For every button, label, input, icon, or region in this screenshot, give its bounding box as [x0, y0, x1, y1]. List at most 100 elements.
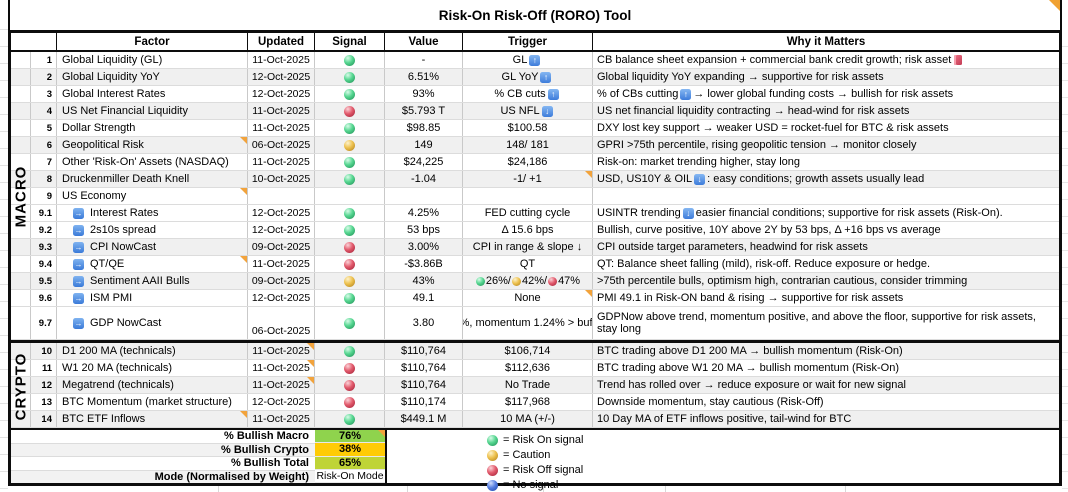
factor-cell[interactable]: Druckenmiller Death Knell — [57, 171, 248, 187]
why-cell[interactable]: Risk-on: market trending higher, stay lo… — [597, 156, 800, 168]
factor-cell[interactable]: US Economy — [57, 188, 248, 204]
signal-cell[interactable] — [315, 343, 385, 359]
value-cell[interactable]: 93% — [385, 86, 463, 102]
value-cell[interactable]: $110,174 — [385, 394, 463, 410]
factor-cell[interactable]: → Interest Rates — [57, 205, 248, 221]
summary-label-total[interactable]: % Bullish Total — [11, 457, 315, 471]
factor-cell[interactable]: Dollar Strength — [57, 120, 248, 136]
updated-cell[interactable]: 11-Oct-2025 — [248, 256, 315, 272]
updated-cell[interactable]: 11-Oct-2025 — [248, 343, 315, 359]
value-cell[interactable]: $98.85 — [385, 120, 463, 136]
header-corner-cell[interactable] — [11, 33, 57, 50]
updated-cell[interactable] — [248, 188, 315, 204]
header-why[interactable]: Why it Matters — [786, 35, 866, 48]
why-cell[interactable]: US net financial liquidity contracting →… — [597, 105, 910, 117]
trigger-cell[interactable]: % CB cuts ↑ — [463, 86, 593, 102]
header-signal[interactable]: Signal — [315, 33, 385, 50]
why-cell[interactable]: >75th percentile bulls, optimism high, c… — [597, 275, 968, 287]
updated-cell[interactable]: 11-Oct-2025 — [248, 120, 315, 136]
why-cell[interactable]: Global liquidity YoY expanding → support… — [597, 71, 884, 83]
comment-marker-icon[interactable] — [240, 411, 247, 418]
why-cell[interactable]: DXY lost key support → weaker USD = rock… — [597, 122, 949, 134]
trigger-cell[interactable]: $106,714 — [463, 343, 593, 359]
comment-marker-icon[interactable] — [585, 171, 592, 178]
value-cell[interactable]: $110,764 — [385, 343, 463, 359]
comment-marker-icon[interactable] — [378, 430, 385, 437]
signal-cell[interactable] — [315, 360, 385, 376]
factor-cell[interactable]: → ISM PMI — [57, 290, 248, 306]
trigger-cell[interactable]: $24,186 — [463, 154, 593, 170]
comment-marker-icon[interactable] — [240, 137, 247, 144]
signal-cell[interactable] — [315, 154, 385, 170]
trigger-cell[interactable]: QT — [463, 256, 593, 272]
trigger-cell[interactable]: FED cutting cycle — [463, 205, 593, 221]
factor-cell[interactable]: → 2s10s spread — [57, 222, 248, 238]
header-updated[interactable]: Updated — [248, 33, 315, 50]
header-factor[interactable]: Factor — [57, 33, 248, 50]
value-cell[interactable]: 149 — [385, 137, 463, 153]
comment-marker-icon[interactable] — [240, 256, 247, 263]
trigger-cell[interactable]: %, momentum 1.24% > buff — [463, 307, 593, 339]
updated-cell[interactable]: 10-Oct-2025 — [248, 171, 315, 187]
value-cell[interactable]: $24,225 — [385, 154, 463, 170]
signal-cell[interactable] — [315, 411, 385, 427]
signal-cell[interactable] — [315, 377, 385, 393]
why-cell[interactable]: GDPNow above trend, momentum positive, a… — [597, 311, 1036, 335]
comment-marker-icon[interactable] — [240, 188, 247, 195]
factor-cell[interactable]: BTC ETF Inflows — [57, 411, 248, 427]
trigger-cell[interactable]: $112,636 — [463, 360, 593, 376]
why-cell[interactable] — [593, 188, 1059, 204]
trigger-cell[interactable]: CPI in range & slope ↓ — [463, 239, 593, 255]
factor-cell[interactable]: → Sentiment AAII Bulls — [57, 273, 248, 289]
why-cell[interactable]: USINTR trending ↓ easier financial condi… — [597, 207, 1003, 219]
updated-cell[interactable]: 12-Oct-2025 — [248, 69, 315, 85]
header-value[interactable]: Value — [385, 33, 463, 50]
why-cell[interactable]: Bullish, curve positive, 10Y above 2Y by… — [597, 224, 941, 236]
summary-label-mode[interactable]: Mode (Normalised by Weight) — [11, 470, 315, 483]
factor-cell[interactable]: US Net Financial Liquidity — [57, 103, 248, 119]
why-cell[interactable]: PMI 49.1 in Risk-ON band & rising → supp… — [597, 292, 904, 304]
why-cell[interactable]: BTC trading above W1 20 MA → bullish mom… — [597, 362, 899, 374]
summary-label-crypto[interactable]: % Bullish Crypto — [11, 443, 315, 457]
updated-cell[interactable]: 12-Oct-2025 — [248, 86, 315, 102]
trigger-cell[interactable]: 148/ 181 — [463, 137, 593, 153]
trigger-cell[interactable]: US NFL ↓ — [463, 103, 593, 119]
value-cell[interactable]: 3.00% — [385, 239, 463, 255]
updated-cell[interactable]: 06-Oct-2025 — [248, 137, 315, 153]
why-cell[interactable]: CPI outside target parameters, headwind … — [597, 241, 868, 253]
updated-cell[interactable]: 09-Oct-2025 — [248, 273, 315, 289]
trigger-cell[interactable]: -1/ +1 — [463, 171, 593, 187]
updated-cell[interactable]: 12-Oct-2025 — [248, 290, 315, 306]
factor-cell[interactable]: → CPI NowCast — [57, 239, 248, 255]
summary-value-macro[interactable]: 76% — [315, 430, 385, 444]
summary-value-mode[interactable]: Risk-On Mode — [315, 469, 385, 483]
updated-cell[interactable]: 06-Oct-2025 — [248, 307, 315, 339]
signal-cell[interactable] — [315, 137, 385, 153]
why-cell[interactable]: QT: Balance sheet falling (mild), risk-o… — [597, 258, 931, 270]
value-cell[interactable]: 49.1 — [385, 290, 463, 306]
value-cell[interactable]: 4.25% — [385, 205, 463, 221]
factor-cell[interactable]: → GDP NowCast — [57, 307, 248, 339]
updated-cell[interactable]: 11-Oct-2025 — [248, 52, 315, 68]
signal-cell[interactable] — [315, 290, 385, 306]
header-trigger[interactable]: Trigger — [463, 33, 593, 50]
signal-cell[interactable] — [315, 171, 385, 187]
updated-cell[interactable]: 09-Oct-2025 — [248, 239, 315, 255]
signal-cell[interactable] — [315, 69, 385, 85]
trigger-cell[interactable]: GL ↑ — [463, 52, 593, 68]
trigger-cell[interactable]: 10 MA (+/-) — [463, 411, 593, 427]
comment-marker-icon[interactable] — [307, 377, 314, 384]
factor-cell[interactable]: Global Liquidity YoY — [57, 69, 248, 85]
updated-cell[interactable]: 11-Oct-2025 — [248, 154, 315, 170]
signal-cell[interactable] — [315, 239, 385, 255]
value-cell[interactable]: -1.04 — [385, 171, 463, 187]
signal-cell[interactable] — [315, 222, 385, 238]
updated-cell[interactable]: 12-Oct-2025 — [248, 222, 315, 238]
value-cell[interactable]: 3.80 — [385, 307, 463, 339]
trigger-cell[interactable]: GL YoY ↑ — [463, 69, 593, 85]
factor-cell[interactable]: Global Liquidity (GL) — [57, 52, 248, 68]
updated-cell[interactable]: 11-Oct-2025 — [248, 103, 315, 119]
factor-cell[interactable]: Global Interest Rates — [57, 86, 248, 102]
trigger-cell[interactable] — [463, 188, 593, 204]
factor-cell[interactable]: Megatrend (technicals) — [57, 377, 248, 393]
